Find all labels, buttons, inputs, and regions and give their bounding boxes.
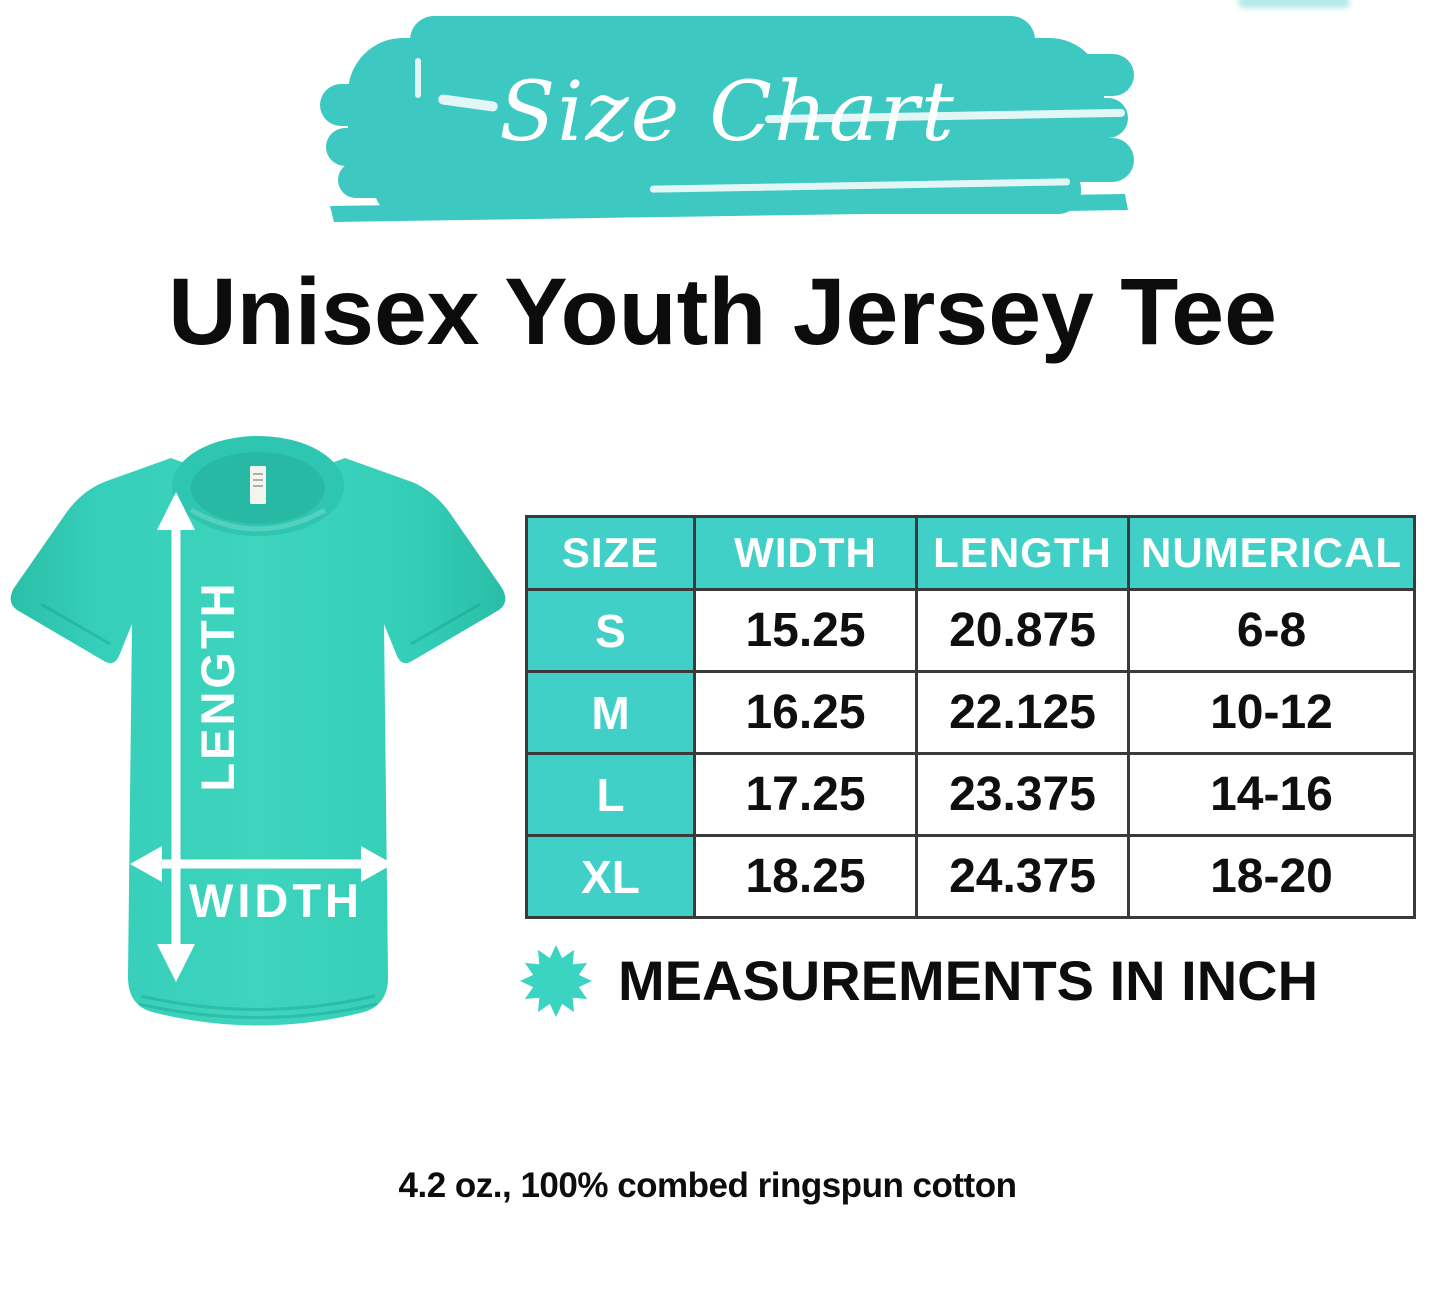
numerical-cell: 10-12 — [1127, 670, 1416, 755]
length-cell: 20.875 — [915, 588, 1130, 673]
size-cell: XL — [525, 834, 696, 919]
banner-title: Size Chart — [499, 64, 956, 160]
width-cell: 18.25 — [693, 834, 918, 919]
column-header-length: LENGTH — [915, 515, 1130, 591]
width-cell: 16.25 — [693, 670, 918, 755]
collar-highlight — [189, 507, 327, 532]
length-label: LENGTH — [191, 580, 244, 791]
numerical-cell: 14-16 — [1127, 752, 1416, 837]
table-row-s: S 15.25 20.875 6-8 — [525, 588, 1416, 673]
banner: Size Chart — [320, 6, 1135, 224]
width-label: WIDTH — [189, 874, 363, 927]
size-cell: L — [525, 752, 696, 837]
size-cell: S — [525, 588, 696, 673]
length-cell: 22.125 — [915, 670, 1130, 755]
measurements-note: MEASUREMENTS IN INCH — [618, 949, 1319, 1012]
table-row-m: M 16.25 22.125 10-12 — [525, 670, 1416, 755]
shirt-seams — [40, 602, 481, 1019]
starburst-icon — [520, 945, 592, 1017]
numerical-cell: 18-20 — [1127, 834, 1416, 919]
brush-stroke-shape — [320, 16, 1134, 222]
collar-label — [250, 466, 266, 504]
brush-smudge-decoration — [1238, 0, 1350, 8]
column-header-width: WIDTH — [693, 515, 918, 591]
numerical-cell: 6-8 — [1127, 588, 1416, 673]
table-row-l: L 17.25 23.375 14-16 — [525, 752, 1416, 837]
width-arrow — [130, 846, 393, 882]
size-cell: M — [525, 670, 696, 755]
tshirt-body — [10, 458, 506, 1026]
length-cell: 24.375 — [915, 834, 1130, 919]
fabric-footnote: 4.2 oz., 100% combed ringspun cotton — [398, 1166, 1017, 1205]
page-title: Unisex Youth Jersey Tee — [168, 259, 1277, 365]
width-cell: 17.25 — [693, 752, 918, 837]
tshirt-diagram: LENGTH WIDTH — [10, 436, 506, 1026]
length-cell: 23.375 — [915, 752, 1130, 837]
table-row-xl: XL 18.25 24.375 18-20 — [525, 834, 1416, 919]
length-arrow — [157, 492, 195, 982]
column-header-numerical: NUMERICAL — [1127, 515, 1416, 591]
table-header-row: SIZE WIDTH LENGTH NUMERICAL — [525, 515, 1416, 591]
size-table: SIZE WIDTH LENGTH NUMERICAL S 15.25 20.8… — [525, 515, 1416, 919]
width-cell: 15.25 — [693, 588, 918, 673]
column-header-size: SIZE — [525, 515, 696, 591]
